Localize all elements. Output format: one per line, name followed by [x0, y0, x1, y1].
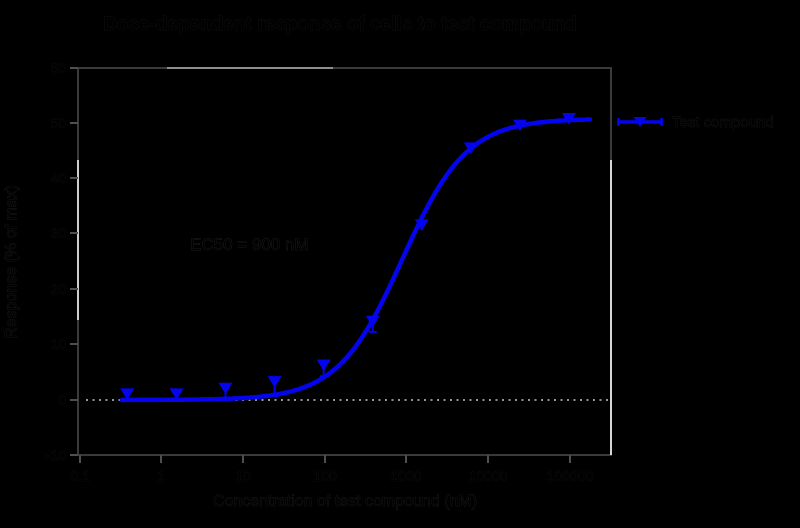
data-point-marker: [365, 315, 380, 328]
x-axis-ticks: [79, 455, 571, 463]
ec50-annotation: EC50 = 900 nM: [190, 235, 309, 254]
y-tick-label: 30: [50, 225, 66, 241]
y-tick-label: 0: [58, 392, 66, 408]
chart-title: Dose-dependent response of cells to test…: [103, 14, 577, 35]
data-point-marker: [463, 142, 478, 154]
data-point-marker: [414, 219, 429, 231]
x-tick-label: 0.1: [70, 468, 90, 484]
y-axis-label: Response (% of max): [3, 185, 20, 339]
data-points-layer: [120, 113, 576, 400]
data-point-marker: [169, 388, 184, 400]
x-tick-label: 1: [157, 468, 165, 484]
y-axis-ticks: [70, 67, 78, 456]
x-tick-label: 1000: [390, 468, 421, 484]
y-tick-label: 40: [50, 170, 66, 186]
y-tick-label: 60: [50, 60, 66, 76]
data-point-marker: [218, 382, 233, 395]
y-tick-label: 10: [50, 336, 66, 352]
x-tick-label: 100000: [547, 468, 594, 484]
legend: Test compound: [617, 114, 774, 131]
legend-label: Test compound: [672, 114, 774, 131]
data-point-marker: [562, 113, 576, 125]
data-point-marker: [316, 359, 331, 372]
y-tick-label: -10: [46, 447, 66, 463]
x-tick-label: 10000: [469, 468, 508, 484]
x-axis-tick-labels: 0.1 1 10 100 1000 10000 100000: [70, 468, 594, 484]
x-axis-label: Concentration of test compound (nM): [213, 493, 477, 510]
sigmoid-fit-curve: [119, 117, 593, 403]
plot-frame: [77, 67, 612, 456]
y-axis-tick-labels: 60 50 40 30 20 10 0 -10: [46, 60, 67, 463]
data-point-marker: [267, 376, 282, 388]
x-tick-label: 100: [313, 468, 337, 484]
data-point-marker: [512, 119, 527, 132]
x-tick-label: 10: [235, 468, 251, 484]
fit-curve-layer: [119, 117, 593, 403]
y-tick-label: 50: [50, 115, 66, 131]
y-tick-label: 20: [50, 281, 66, 297]
data-point-marker: [120, 388, 135, 400]
legend-symbol-error-bar-triangle-icon: [617, 117, 663, 127]
